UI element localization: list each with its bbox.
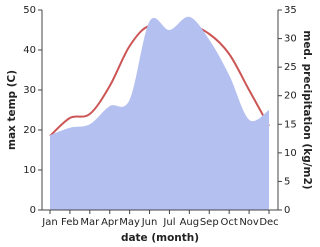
y2-tick-label: 15 (284, 119, 297, 130)
y2-tick-label: 30 (284, 34, 297, 45)
y-tick-label: 10 (23, 165, 36, 176)
x-tick-label: Dec (259, 217, 278, 228)
y2-tick-label: 10 (284, 148, 297, 159)
y-tick-label: 0 (30, 205, 36, 216)
x-tick-label: Feb (61, 217, 79, 228)
y2-tick-label: 25 (284, 62, 297, 73)
y2-tick-label: 5 (284, 176, 290, 187)
y-tick-label: 30 (23, 85, 36, 96)
x-tick-label: Nov (239, 217, 259, 228)
y2-axis-label: med. precipitation (kg/m2) (301, 30, 313, 189)
y2-tick-label: 0 (284, 205, 290, 216)
y-tick-label: 50 (23, 5, 36, 16)
precipitation-area (50, 16, 269, 211)
y-tick-label: 40 (23, 45, 36, 56)
y2-tick-label: 35 (284, 5, 297, 16)
x-tick-label: Mar (80, 217, 100, 228)
y-tick-label: 20 (23, 125, 36, 136)
x-tick-label: Apr (101, 217, 119, 228)
x-tick-label: Jun (141, 217, 158, 228)
y-axis-label: max temp (C) (6, 70, 18, 150)
x-tick-label: May (119, 217, 140, 228)
x-tick-label: Aug (180, 217, 200, 228)
y2-tick-label: 20 (284, 91, 297, 102)
x-tick-label: Jul (162, 217, 175, 228)
x-tick-label: Sep (200, 217, 219, 228)
x-tick-label: Jan (41, 217, 57, 228)
x-axis-label: date (month) (121, 232, 199, 244)
x-tick-label: Oct (221, 217, 238, 228)
